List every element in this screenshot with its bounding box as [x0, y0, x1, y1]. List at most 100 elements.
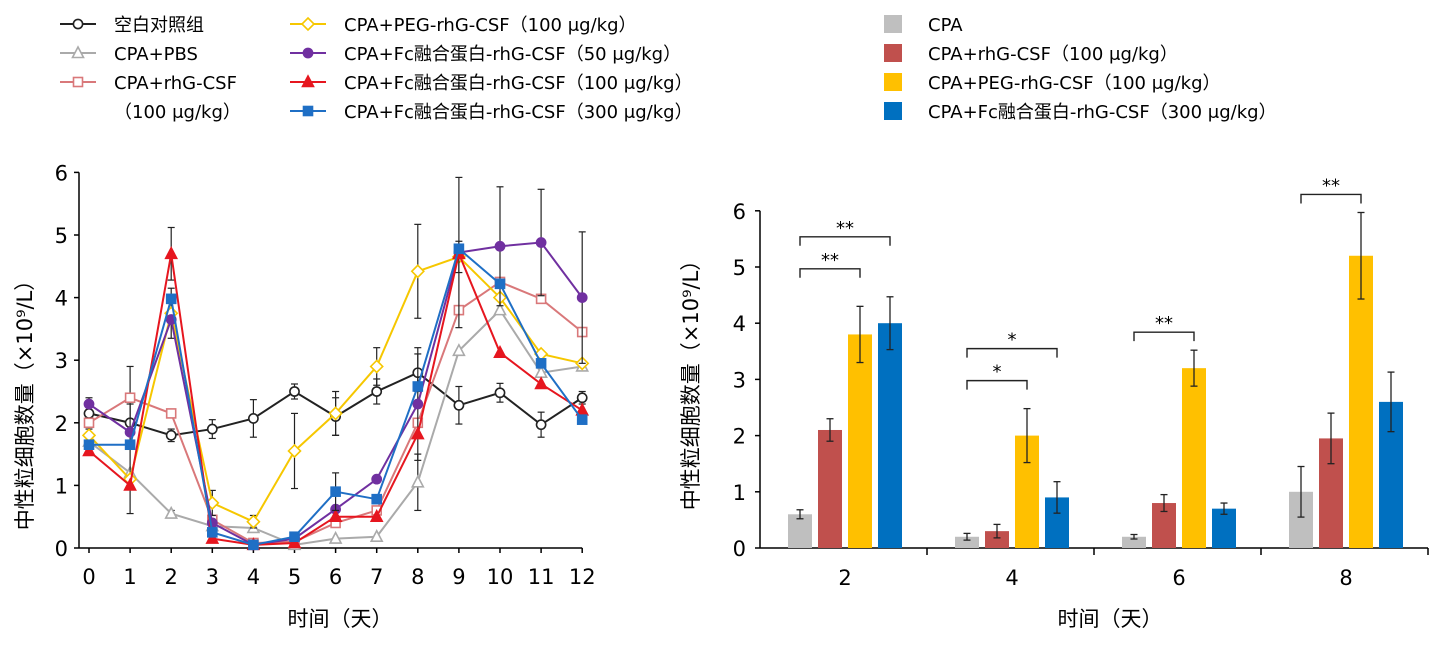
bar-chart-y-axis-label: 中性粒细胞数量（×10⁹/L） — [679, 250, 703, 511]
significance-label: * — [993, 362, 1002, 383]
data-point — [369, 359, 384, 374]
significance-bracket: ** — [1133, 313, 1195, 342]
line-chart-y-tick-label: 4 — [55, 287, 68, 311]
legend-item: CPA+rhG-CSF（100 μg/kg） — [884, 44, 1178, 65]
significance-bracket: ** — [1300, 175, 1362, 204]
significance-label: * — [1008, 330, 1017, 351]
legend-label: CPA+rhG-CSF（100 μg/kg） — [928, 44, 1178, 65]
data-point — [289, 386, 300, 397]
legend-label: CPA+Fc融合蛋白-rhG-CSF（300 μg/kg） — [928, 102, 1277, 123]
bar — [818, 429, 842, 548]
legend-item: CPA+Fc融合蛋白-rhG-CSF（300 μg/kg） — [884, 102, 1277, 123]
data-point — [535, 419, 547, 431]
legend-marker — [72, 76, 84, 88]
line-chart-x-tick-label: 3 — [206, 565, 219, 589]
bar — [1122, 536, 1146, 548]
data-point — [246, 514, 261, 529]
line-chart-y-tick-label: 6 — [55, 161, 68, 185]
legend-label-line2: （100 μg/kg） — [114, 102, 241, 123]
legend-item: 空白对照组 — [60, 15, 204, 36]
data-point — [165, 429, 177, 441]
line-chart-y-tick-label: 5 — [55, 224, 68, 248]
legend-item: CPA+Fc融合蛋白-rhG-CSF（100 μg/kg） — [290, 73, 693, 94]
legend-marker — [72, 18, 84, 30]
line-chart-x-tick-label: 10 — [487, 565, 514, 589]
significance-label: ** — [821, 250, 839, 271]
data-point — [330, 486, 341, 497]
legend-swatch — [884, 73, 902, 91]
data-point — [453, 399, 465, 411]
legend-label: CPA+rhG-CSF — [114, 73, 237, 94]
bar-chart-legend: CPA CPA+rhG-CSF（100 μg/kg） CPA+PEG-rhG-CSF… — [884, 15, 1277, 123]
data-point — [206, 423, 218, 435]
data-point — [576, 292, 588, 303]
bar — [955, 536, 979, 548]
bar-chart-bars — [788, 211, 1403, 548]
data-point — [535, 237, 547, 248]
line-chart-x-tick-label: 12 — [569, 565, 596, 589]
bar-series-1 — [818, 412, 1343, 548]
legend-item: CPA+PEG-rhG-CSF（100 μg/kg） — [884, 73, 1221, 94]
bar — [788, 514, 812, 548]
legend-swatch — [884, 102, 902, 120]
line-chart-y-tick-label: 1 — [55, 474, 68, 498]
bar-series-2 — [848, 211, 1373, 548]
legend-item: CPA+Fc融合蛋白-rhG-CSF（50 μg/kg） — [290, 44, 681, 65]
legend-marker — [302, 105, 314, 117]
line-chart-x-tick-label: 8 — [411, 565, 424, 589]
data-point — [371, 493, 383, 505]
bar-chart-y-tick-label: 3 — [733, 368, 746, 392]
legend-label: CPA+Fc融合蛋白-rhG-CSF（100 μg/kg） — [344, 73, 693, 94]
data-point — [164, 246, 179, 260]
legend-label: CPA+PEG-rhG-CSF（100 μg/kg） — [344, 15, 637, 36]
bar-chart-y-tick-label: 0 — [733, 537, 746, 561]
data-point — [83, 398, 95, 410]
data-point — [453, 243, 465, 255]
bracket-line — [1133, 331, 1195, 342]
legend-item: CPA+Fc融合蛋白-rhG-CSF（300 μg/kg） — [290, 102, 693, 123]
significance-label: ** — [1155, 313, 1173, 334]
data-point — [205, 530, 220, 544]
bracket-line — [1300, 193, 1362, 204]
data-point — [328, 508, 343, 523]
bar-chart-axes: 0 1 2 3 4 5 6 2 4 6 8 — [733, 200, 1429, 590]
significance-bracket: * — [966, 362, 1028, 390]
bar-chart-y-tick-label: 2 — [733, 425, 746, 449]
data-point — [124, 439, 136, 451]
legend-swatch — [884, 15, 902, 33]
line-series-6 — [83, 243, 588, 551]
line-chart-series — [81, 176, 590, 551]
line-series-5 — [82, 226, 590, 551]
bar-series-3 — [878, 296, 1403, 548]
data-point — [371, 473, 383, 485]
line-chart-x-tick-label: 0 — [82, 565, 95, 589]
bar — [878, 323, 902, 548]
line-chart-x-tick-label: 5 — [288, 565, 301, 589]
significance-label: ** — [836, 218, 854, 239]
line-chart-y-tick-label: 3 — [55, 349, 68, 373]
data-point — [371, 386, 383, 397]
line-chart-legend: 空白对照组 CPA+PBS CPA+rhG-CSF （100 μg/kg） CPA+PE… — [60, 15, 693, 123]
line-chart-x-tick-label: 11 — [528, 565, 555, 589]
data-point — [410, 426, 425, 440]
bar-chart-y-tick-label: 4 — [733, 312, 746, 336]
legend-marker — [302, 47, 314, 59]
line-chart-y-tick-label: 2 — [55, 412, 68, 436]
data-point — [124, 392, 136, 404]
bar-chart-x-tick-label: 6 — [1172, 566, 1185, 590]
bracket-line — [799, 236, 891, 246]
data-point — [83, 417, 95, 429]
data-point — [534, 376, 548, 390]
data-point — [123, 477, 137, 491]
data-point — [410, 474, 425, 488]
bar-chart-x-tick-label: 4 — [1005, 566, 1018, 590]
bar-chart-significance: ********** — [799, 175, 1362, 390]
data-point — [494, 278, 506, 290]
data-point — [412, 381, 424, 392]
legend-label: CPA — [928, 15, 963, 36]
data-point — [412, 398, 424, 410]
bracket-line — [799, 268, 861, 278]
bar-chart-y-tick-label: 6 — [733, 200, 746, 224]
